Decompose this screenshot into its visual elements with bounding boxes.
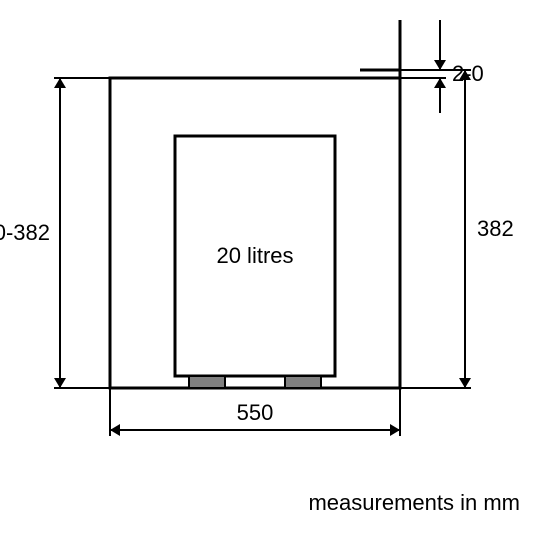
dim-left-height: 380-382 <box>0 220 50 245</box>
dim-bottom-width: 550 <box>237 400 274 425</box>
dim-top-gap: 2-0 <box>452 61 484 86</box>
appliance-foot-left <box>189 376 225 388</box>
appliance-foot-right <box>285 376 321 388</box>
capacity-label: 20 litres <box>216 243 293 268</box>
dim-right-height: 382 <box>477 216 514 241</box>
units-label: measurements in mm <box>308 490 520 515</box>
